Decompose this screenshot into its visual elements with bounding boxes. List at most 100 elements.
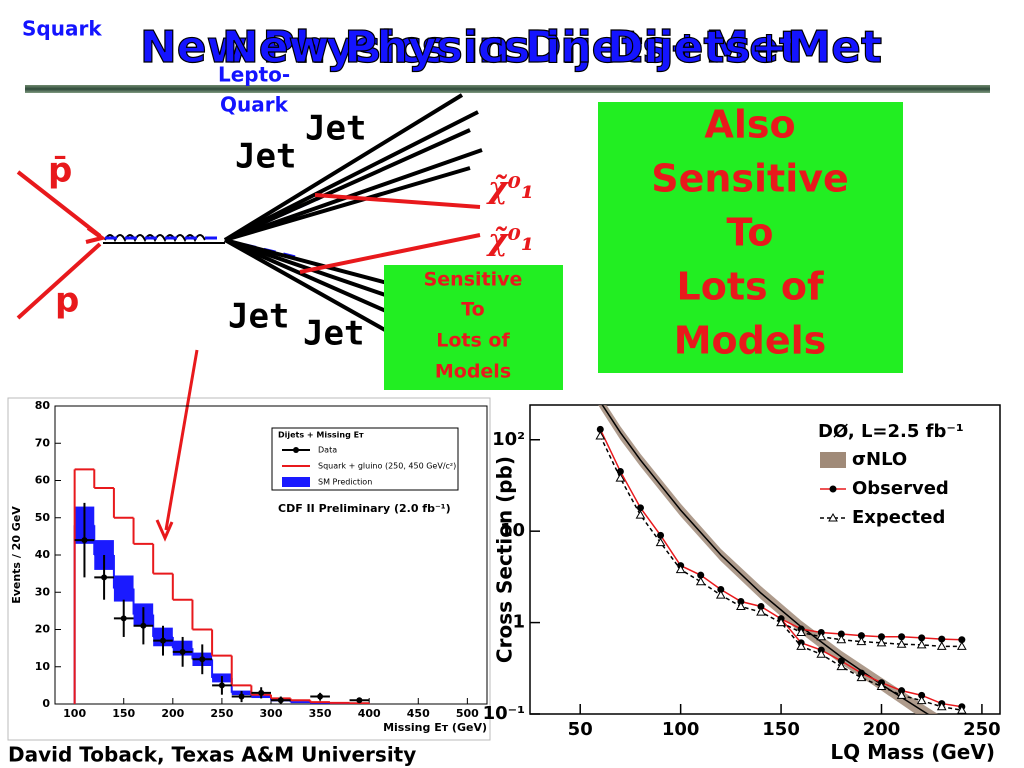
marker	[736, 601, 746, 610]
feynman-diagram	[16, 93, 483, 332]
marker	[916, 695, 927, 705]
marker	[695, 576, 706, 586]
box-text: Also	[704, 103, 795, 147]
annotation: DØ, L=2.5 fb⁻¹	[818, 421, 964, 442]
marker	[956, 641, 967, 650]
x-tick-label: 50	[568, 719, 593, 740]
box-text: Models	[674, 319, 827, 363]
jet-label: Jet	[228, 297, 289, 337]
marker	[916, 639, 927, 649]
marker	[876, 681, 887, 690]
y-tick-label: 10	[500, 520, 525, 541]
marker	[657, 531, 665, 539]
box-text: Sensitive	[651, 157, 849, 201]
arrow	[155, 349, 199, 542]
box-text: To	[727, 211, 774, 255]
legend-swatch	[820, 452, 846, 468]
data-point	[120, 615, 127, 622]
x-tick-label: 200	[161, 707, 184, 720]
legend-swatch	[293, 447, 299, 453]
x-tick-label: 500	[456, 707, 479, 720]
marker	[956, 705, 967, 714]
marker	[837, 630, 845, 638]
marker	[856, 672, 867, 682]
data-point	[199, 656, 206, 663]
marker	[936, 641, 947, 650]
x-tick-label: 100	[662, 719, 700, 740]
x-tick-label: 100	[63, 707, 86, 720]
marker	[958, 636, 966, 644]
marker	[717, 586, 725, 594]
marker	[596, 425, 604, 433]
legend-label: Expected	[852, 507, 945, 528]
leptoquark-label: Quark	[220, 93, 289, 117]
y-tick-label: 40	[35, 548, 51, 561]
legend-swatch	[829, 485, 837, 493]
jet-label: Jet	[303, 314, 364, 354]
marker	[816, 631, 827, 641]
data-point	[238, 693, 245, 700]
neutralino-label: χ̃⁰₁	[486, 171, 534, 206]
y-tick-label: 10²	[492, 429, 525, 450]
x-tick-label: 350	[309, 707, 332, 720]
marker	[776, 617, 786, 627]
plot-area	[529, 404, 1001, 715]
marker	[918, 634, 926, 642]
large-box	[598, 102, 903, 373]
x-axis-label: Missing Eᴛ (GeV)	[383, 721, 487, 734]
small-box	[384, 265, 563, 390]
marker	[697, 571, 705, 579]
data-point	[356, 697, 363, 704]
x-tick-label: 250	[210, 707, 233, 720]
legend-label: Squark + gluino (250, 450 GeV/c²)	[318, 462, 456, 471]
box-text: Models	[435, 361, 511, 383]
plot	[73, 468, 371, 704]
y-tick-label: 70	[35, 436, 51, 449]
marker	[896, 639, 907, 648]
footer: David Toback, Texas A&M University	[8, 743, 416, 767]
data-point	[160, 637, 166, 644]
marker	[796, 627, 807, 636]
data-point	[81, 537, 88, 544]
x-tick-label: 450	[407, 707, 430, 720]
legend-title: Dijets + Missing Eᴛ	[278, 431, 364, 440]
title: New Physics in Dijets+Met	[222, 22, 882, 73]
jet-label: Jet	[305, 109, 366, 149]
data-point	[218, 682, 225, 689]
marker	[635, 510, 646, 519]
marker	[876, 637, 887, 647]
plot	[595, 405, 967, 714]
x-tick-label: 400	[358, 707, 381, 720]
data-point	[258, 689, 265, 696]
marker	[837, 657, 845, 665]
legend-label: SM Prediction	[318, 478, 372, 487]
y-tick-label: 50	[35, 511, 51, 524]
x-tick-label: 300	[260, 707, 283, 720]
squark-label: Squark	[22, 17, 102, 41]
data-point	[317, 693, 324, 700]
y-tick-label: 1	[512, 612, 525, 633]
marker	[816, 649, 827, 658]
x-tick-label: 200	[863, 719, 901, 740]
legend-swatch	[828, 512, 838, 522]
box-text: Sensitive	[424, 269, 523, 291]
legend-label: σNLO	[852, 449, 907, 470]
legend-box	[271, 427, 459, 491]
y-tick-label: 20	[35, 623, 51, 636]
y-tick-label: 10⁻¹	[483, 703, 525, 724]
chart2-frame	[495, 400, 1024, 768]
marker	[636, 504, 644, 512]
marker	[896, 690, 907, 699]
y-tick-label: 60	[35, 474, 51, 487]
marker	[757, 602, 765, 610]
marker	[756, 607, 766, 616]
marker	[796, 641, 807, 650]
neutralino-label: χ̃⁰₁	[486, 223, 534, 258]
proton-label: p	[55, 281, 79, 321]
marker	[856, 636, 867, 646]
x-tick-label: 150	[112, 707, 135, 720]
data-point	[179, 648, 186, 655]
legend-swatch	[282, 477, 310, 487]
box-text: Lots of	[677, 265, 824, 309]
